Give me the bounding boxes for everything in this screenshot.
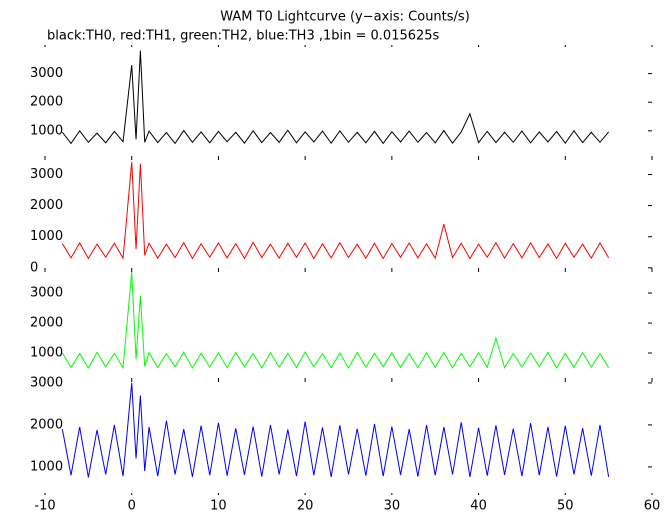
series-line [61, 272, 610, 370]
x-tick-label: 0 [128, 499, 136, 514]
y-tick-label: 1000 [30, 229, 63, 244]
series-line [61, 50, 610, 145]
y-tick-label: 1000 [30, 459, 63, 474]
y-tick-label: 3000 [30, 375, 63, 390]
chart-title: WAM T0 Lightcurve (y−axis: Counts/s) [220, 10, 470, 25]
x-tick-label: 40 [470, 499, 487, 514]
x-tick-label: -10 [34, 499, 55, 514]
x-tick-label: 50 [557, 499, 574, 514]
y-tick-label: 0 [30, 260, 38, 275]
x-tick-label: 20 [297, 499, 314, 514]
y-tick-label: 3000 [30, 66, 63, 81]
y-tick-label: 2000 [30, 95, 63, 110]
y-tick-label: 3000 [30, 167, 63, 182]
series-line [61, 382, 610, 478]
x-tick-label: 60 [644, 499, 661, 514]
y-tick-label: 3000 [30, 286, 63, 301]
x-tick-label: 10 [210, 499, 227, 514]
chart-subtitle: black:TH0, red:TH1, green:TH2, blue:TH3 … [47, 29, 440, 44]
y-tick-label: 1000 [30, 123, 63, 138]
y-tick-label: 2000 [30, 417, 63, 432]
y-tick-label: 2000 [30, 198, 63, 213]
series-line [61, 161, 610, 260]
y-tick-label: 1000 [30, 346, 63, 361]
x-tick-label: 30 [384, 499, 401, 514]
y-tick-label: 2000 [30, 316, 63, 331]
